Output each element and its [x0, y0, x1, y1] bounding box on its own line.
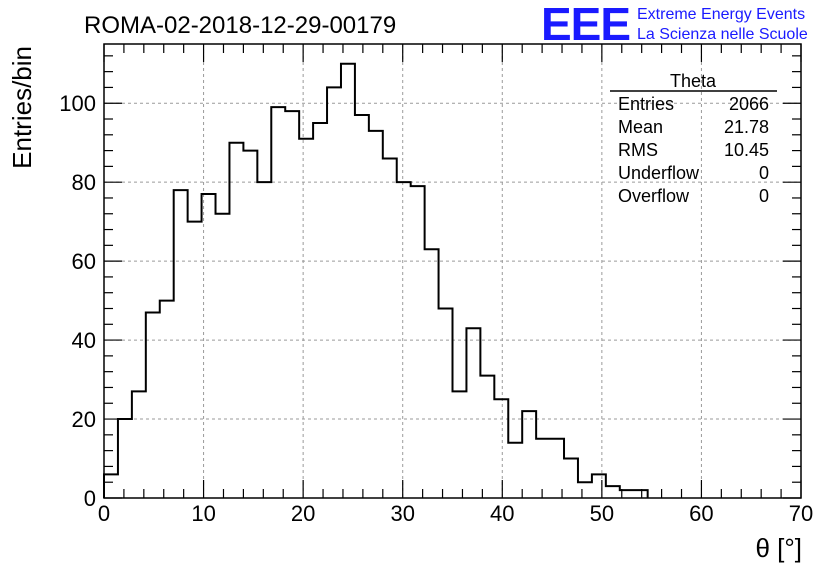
y-tick-label: 100 — [59, 91, 96, 116]
x-tick-label: 40 — [490, 501, 514, 526]
histogram-bin — [132, 391, 146, 498]
stats-value: 0 — [759, 163, 769, 183]
stats-value: 10.45 — [724, 140, 769, 160]
histogram-bin — [466, 328, 480, 498]
stats-box: Theta Entries 2066 Mean 21.78 RMS 10.45 Underf… — [610, 71, 777, 206]
stats-title: Theta — [670, 71, 717, 91]
histogram-bin — [146, 312, 160, 498]
histogram-bin — [564, 459, 578, 498]
histogram-bin — [536, 439, 550, 498]
stats-label: Underflow — [618, 163, 700, 183]
stats-value: 0 — [759, 186, 769, 206]
histogram — [103, 62, 649, 498]
histogram-bin — [522, 411, 536, 498]
histogram-bin — [606, 486, 620, 498]
histogram-bin — [327, 87, 341, 498]
x-tick-label: 50 — [590, 501, 614, 526]
histogram-bin — [397, 182, 411, 498]
histogram-bin — [355, 115, 369, 498]
y-tick-label: 80 — [72, 170, 96, 195]
histogram-bin — [257, 182, 271, 498]
histogram-bin — [439, 309, 453, 498]
axis-ticks — [103, 44, 802, 499]
stats-label: Overflow — [618, 186, 690, 206]
histogram-bin — [369, 131, 383, 498]
histogram-bin — [104, 474, 118, 498]
x-tick-label: 30 — [390, 501, 414, 526]
histogram-bin — [383, 158, 397, 498]
histogram-bin — [160, 301, 174, 498]
histogram-bin — [634, 490, 648, 498]
chart-title: ROMA-02-2018-12-29-00179 — [84, 12, 396, 39]
histogram-bin — [118, 419, 132, 498]
x-tick-label: 10 — [191, 501, 215, 526]
x-tick-label: 60 — [689, 501, 713, 526]
stats-label: Entries — [618, 94, 674, 114]
y-tick-label: 20 — [72, 407, 96, 432]
stats-label: Mean — [618, 117, 663, 137]
histogram-bin — [411, 186, 425, 498]
histogram-bin — [229, 143, 243, 498]
logo-line-2: La Scienza nelle Scuole — [637, 26, 808, 43]
histogram-bin — [285, 111, 299, 498]
y-tick-label: 60 — [72, 249, 96, 274]
histogram-bin — [243, 151, 257, 498]
histogram-bin — [188, 222, 202, 498]
stats-label: RMS — [618, 140, 658, 160]
x-tick-label: 20 — [291, 501, 315, 526]
y-tick-label: 0 — [84, 486, 96, 511]
stats-value: 21.78 — [724, 117, 769, 137]
y-axis-label: Entries/bin — [7, 46, 37, 169]
histogram-bin — [508, 443, 522, 498]
tick-labels: 0 10 20 30 40 50 60 70 0 20 40 60 80 100 — [59, 91, 813, 526]
histogram-bin — [578, 482, 592, 498]
histogram-bin — [174, 190, 188, 498]
stats-value: 2066 — [729, 94, 769, 114]
histogram-bin — [299, 139, 313, 498]
y-tick-label: 40 — [72, 328, 96, 353]
logo-line-1: Extreme Energy Events — [637, 6, 805, 23]
x-tick-label: 70 — [789, 501, 813, 526]
histogram-bin — [216, 214, 230, 498]
histogram-bin — [341, 64, 355, 498]
logo-mark: EEE — [541, 0, 630, 50]
x-axis-label: θ [°] — [755, 533, 802, 563]
x-tick-label: 0 — [98, 501, 110, 526]
histogram-bin — [494, 399, 508, 498]
histogram-bin — [313, 123, 327, 498]
histogram-bin — [271, 107, 285, 498]
histogram-bin — [425, 249, 439, 498]
histogram-bin — [592, 474, 606, 498]
histogram-bin — [202, 194, 216, 498]
plot-frame — [103, 43, 802, 499]
eee-logo: EEE Extreme Energy Events La Scienza nel… — [541, 0, 808, 50]
histogram-bin — [480, 376, 494, 498]
histogram-bin — [453, 391, 467, 498]
histogram-outline — [103, 62, 649, 498]
